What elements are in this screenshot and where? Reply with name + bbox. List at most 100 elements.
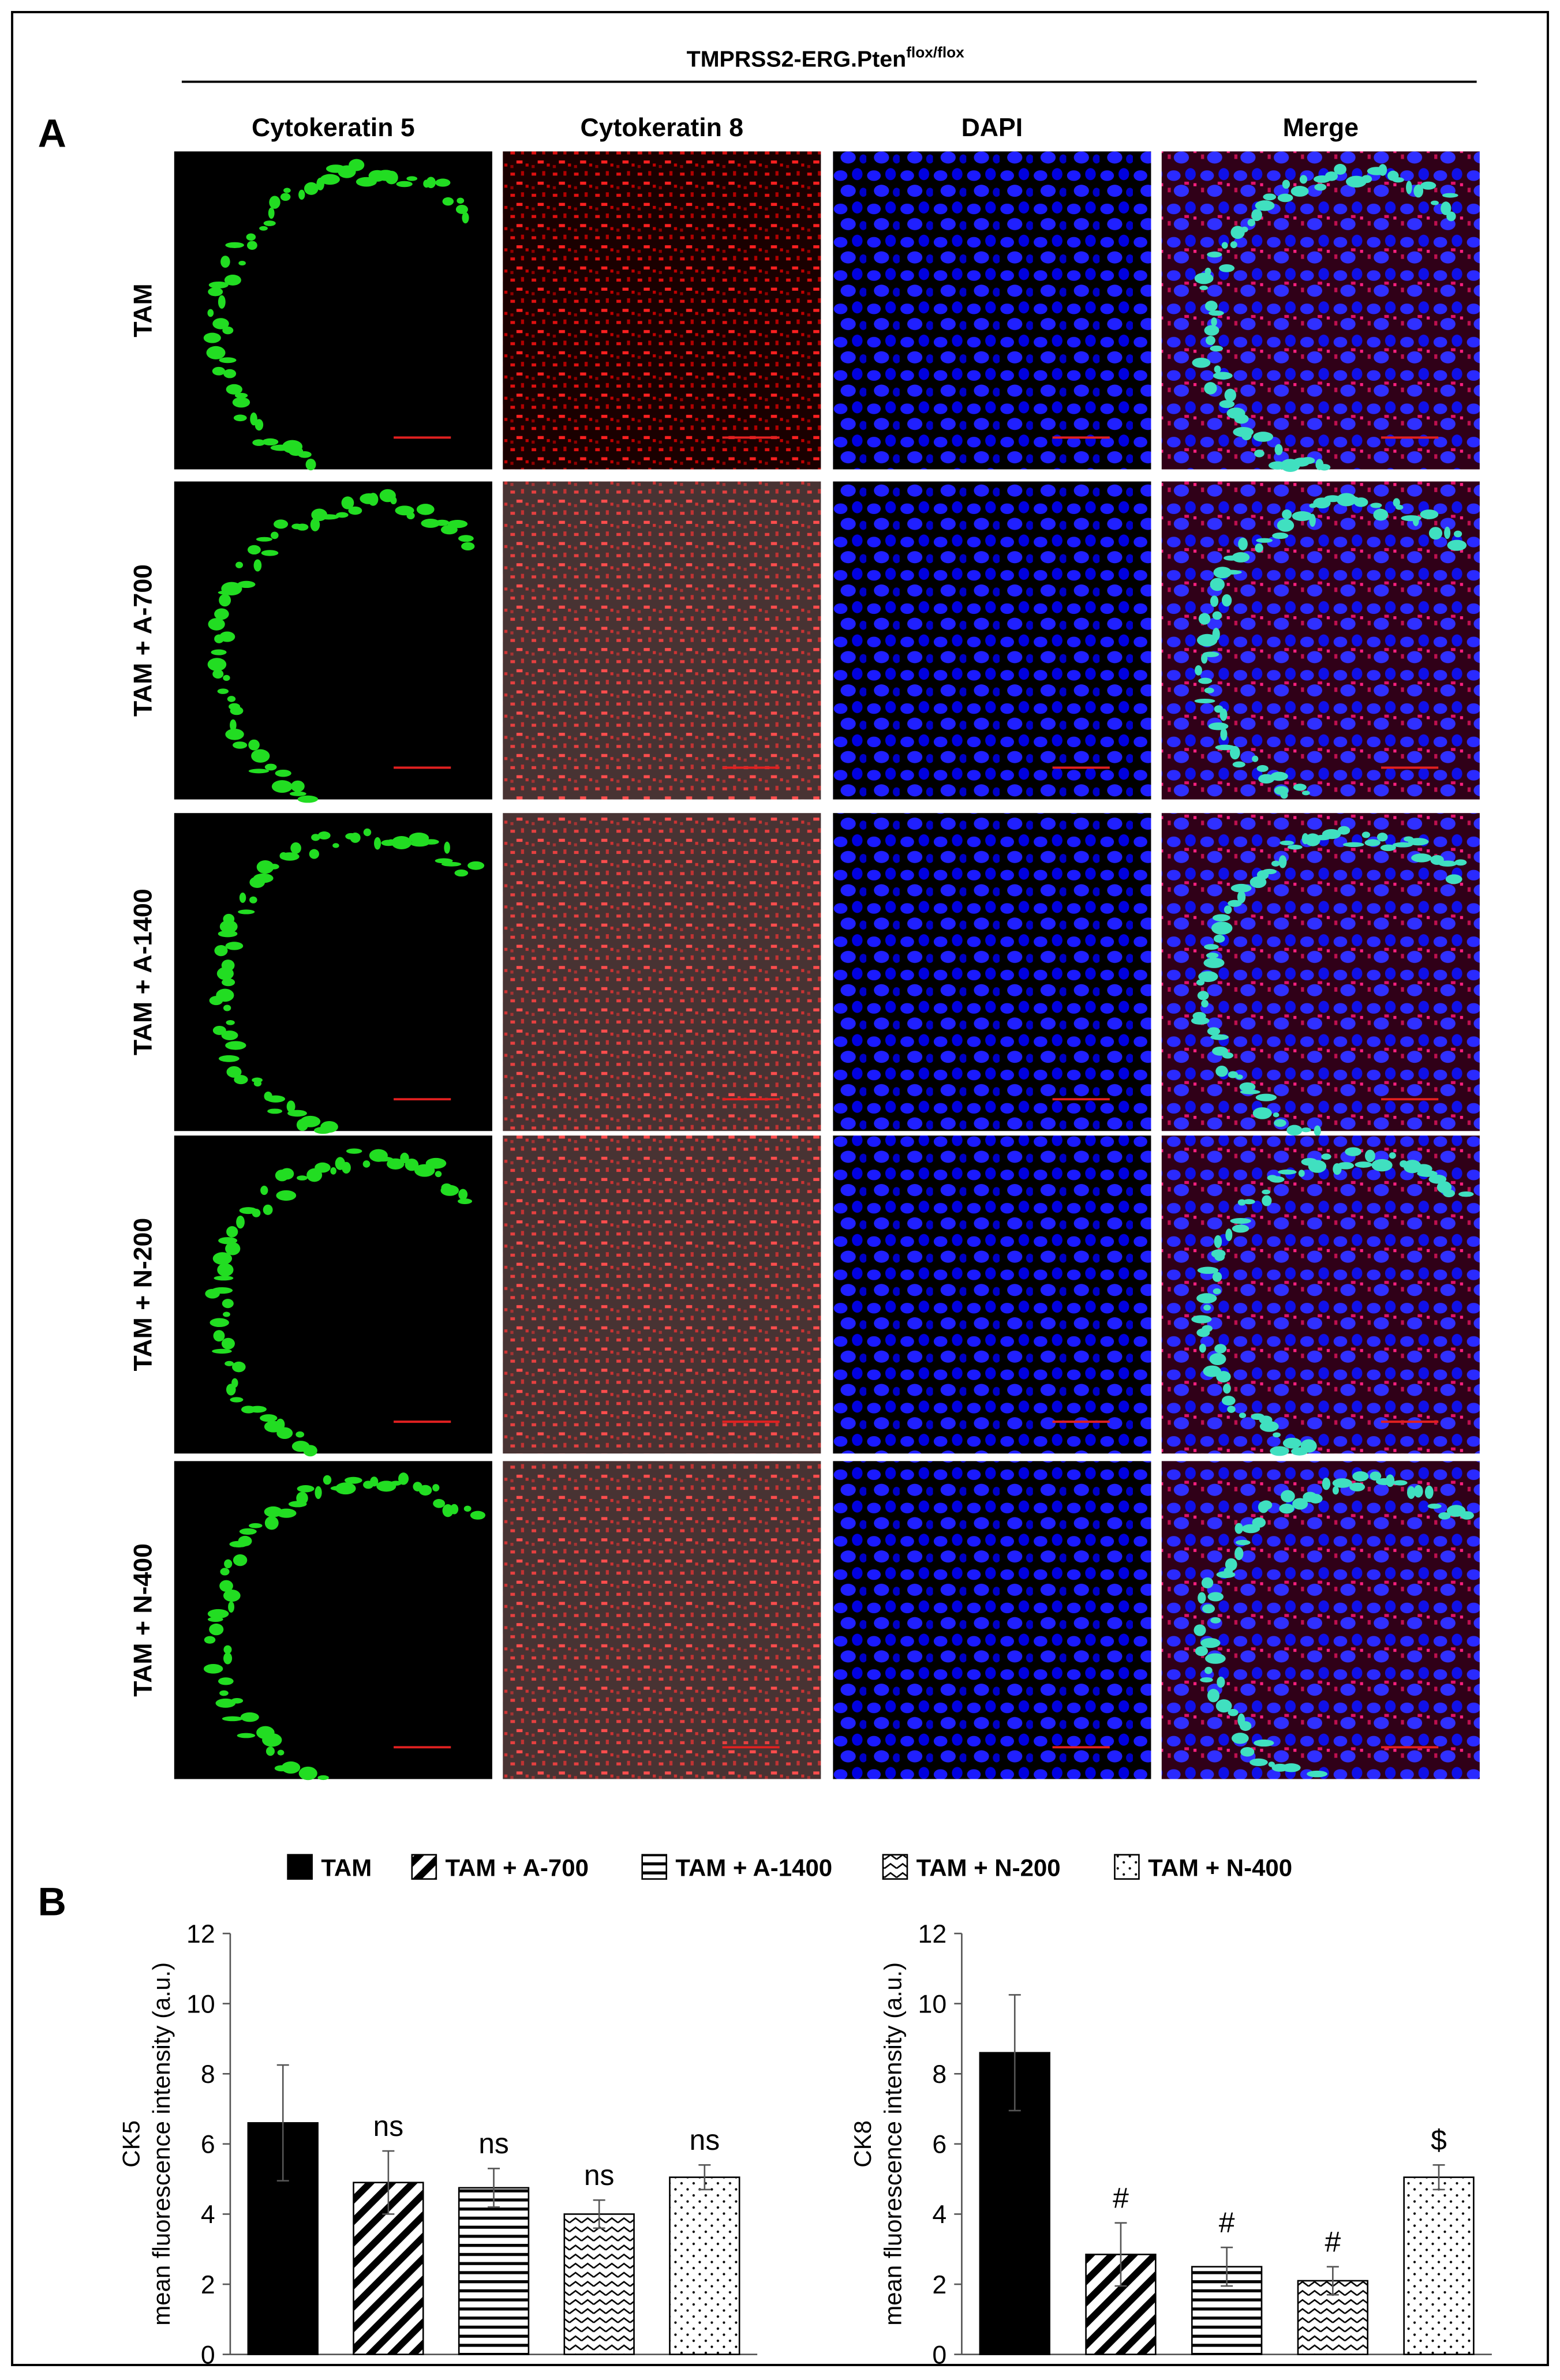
stain-blob xyxy=(225,1360,234,1366)
stain-blob xyxy=(1207,1689,1219,1703)
stain-blob xyxy=(345,1476,362,1484)
stain-blob xyxy=(226,384,242,395)
stain-blob xyxy=(1240,226,1248,233)
stain-blob xyxy=(470,1511,486,1520)
stain-blob xyxy=(1262,1189,1271,1195)
stain-blob xyxy=(314,1127,332,1134)
stain-blob xyxy=(1292,1498,1308,1510)
stain-blob xyxy=(1443,1189,1456,1198)
micrograph xyxy=(833,151,1151,470)
stain-blob xyxy=(1353,497,1368,507)
stain-blob xyxy=(315,1162,331,1173)
stain-blob xyxy=(1255,1093,1277,1101)
stain-blob xyxy=(1274,786,1289,795)
stain-blob xyxy=(346,1148,362,1154)
panel-label: A xyxy=(38,112,66,156)
stain-blob xyxy=(241,1405,256,1414)
stain-blob xyxy=(1228,1708,1239,1716)
stain-blob xyxy=(1204,301,1218,312)
stain-blob xyxy=(239,1528,257,1535)
stain-blob xyxy=(426,177,436,189)
stain-blob xyxy=(225,1041,246,1050)
stain-blob xyxy=(247,241,257,250)
stain-blob xyxy=(206,346,226,359)
header-superscript: flox/flox xyxy=(906,44,964,61)
stain-blob xyxy=(270,531,279,539)
legend-label: TAM xyxy=(321,1854,372,1881)
stain-blob xyxy=(267,1108,283,1114)
micrograph-bg xyxy=(1161,1135,1480,1454)
stain-blob xyxy=(281,1761,301,1774)
stain-blob xyxy=(1278,1170,1297,1175)
stain-blob xyxy=(1411,853,1432,863)
stain-blob xyxy=(1256,764,1269,772)
stain-blob xyxy=(1200,1638,1221,1648)
stain-blob xyxy=(450,1504,459,1515)
stain-blob xyxy=(1392,177,1404,183)
stain-blob xyxy=(1203,957,1225,968)
stain-blob xyxy=(264,1516,279,1530)
stain-blob xyxy=(1204,1666,1213,1674)
stain-blob xyxy=(1209,1353,1226,1365)
stain-blob xyxy=(304,182,319,195)
stain-blob xyxy=(1453,530,1462,538)
stain-blob xyxy=(1299,175,1308,184)
stain-blob xyxy=(1277,193,1293,203)
stain-blob xyxy=(1211,1249,1226,1258)
stain-blob xyxy=(217,1263,234,1277)
stain-blob xyxy=(1204,944,1219,950)
micrograph-bg xyxy=(503,151,821,470)
stain-blob xyxy=(422,839,439,845)
stain-blob xyxy=(228,1601,234,1613)
stain-blob xyxy=(1203,1305,1211,1311)
stain-blob xyxy=(1219,400,1235,408)
stain-blob xyxy=(305,459,316,471)
stain-blob xyxy=(1380,844,1396,852)
stain-blob xyxy=(260,1185,268,1195)
micrograph xyxy=(1161,151,1480,472)
y-tick-label: 10 xyxy=(186,1990,215,2018)
stain-blob xyxy=(1215,1699,1232,1713)
stain-blob xyxy=(349,159,365,171)
stain-blob xyxy=(391,835,412,849)
stain-blob xyxy=(1361,831,1371,838)
stain-blob xyxy=(1444,526,1451,539)
stain-blob xyxy=(1213,372,1233,380)
bar xyxy=(563,2213,635,2355)
stain-blob xyxy=(230,719,237,732)
stain-blob xyxy=(215,1698,236,1708)
micrograph xyxy=(174,481,492,803)
stain-blob xyxy=(1271,860,1280,867)
stain-blob xyxy=(1211,921,1233,935)
micrograph xyxy=(174,1461,492,1781)
micrograph-bg xyxy=(503,813,821,1131)
stain-blob xyxy=(225,1242,241,1255)
stain-blob xyxy=(270,444,291,451)
micrograph-grid: Cytokeratin 5 Cytokeratin 8 DAPI Merge TAM TA… xyxy=(129,114,1480,1781)
stain-blob xyxy=(1251,209,1262,222)
stain-blob xyxy=(230,1397,244,1403)
stain-blob xyxy=(238,909,255,914)
y-tick-label: 2 xyxy=(201,2271,215,2299)
stain-blob xyxy=(1191,1315,1212,1324)
stain-blob xyxy=(232,1361,246,1373)
stain-blob xyxy=(1258,774,1275,784)
bar xyxy=(458,2187,530,2355)
stain-blob xyxy=(1458,1191,1474,1197)
stain-blob xyxy=(274,1765,289,1772)
stain-blob xyxy=(253,559,262,572)
stain-blob xyxy=(256,1726,275,1740)
stain-blob xyxy=(1272,532,1289,539)
stain-blob xyxy=(1252,755,1259,762)
stain-blob xyxy=(1194,698,1215,703)
legend-label: TAM + N-200 xyxy=(916,1854,1061,1881)
stain-blob xyxy=(223,1645,232,1654)
stain-blob xyxy=(1345,1147,1362,1156)
error-bar xyxy=(1326,2266,1339,2296)
stain-blob xyxy=(1361,175,1372,183)
stain-blob xyxy=(310,518,320,531)
significance-label: # xyxy=(1325,2225,1341,2258)
stain-blob xyxy=(1232,761,1245,768)
stain-blob xyxy=(1203,1365,1221,1377)
stain-blob xyxy=(320,174,340,185)
